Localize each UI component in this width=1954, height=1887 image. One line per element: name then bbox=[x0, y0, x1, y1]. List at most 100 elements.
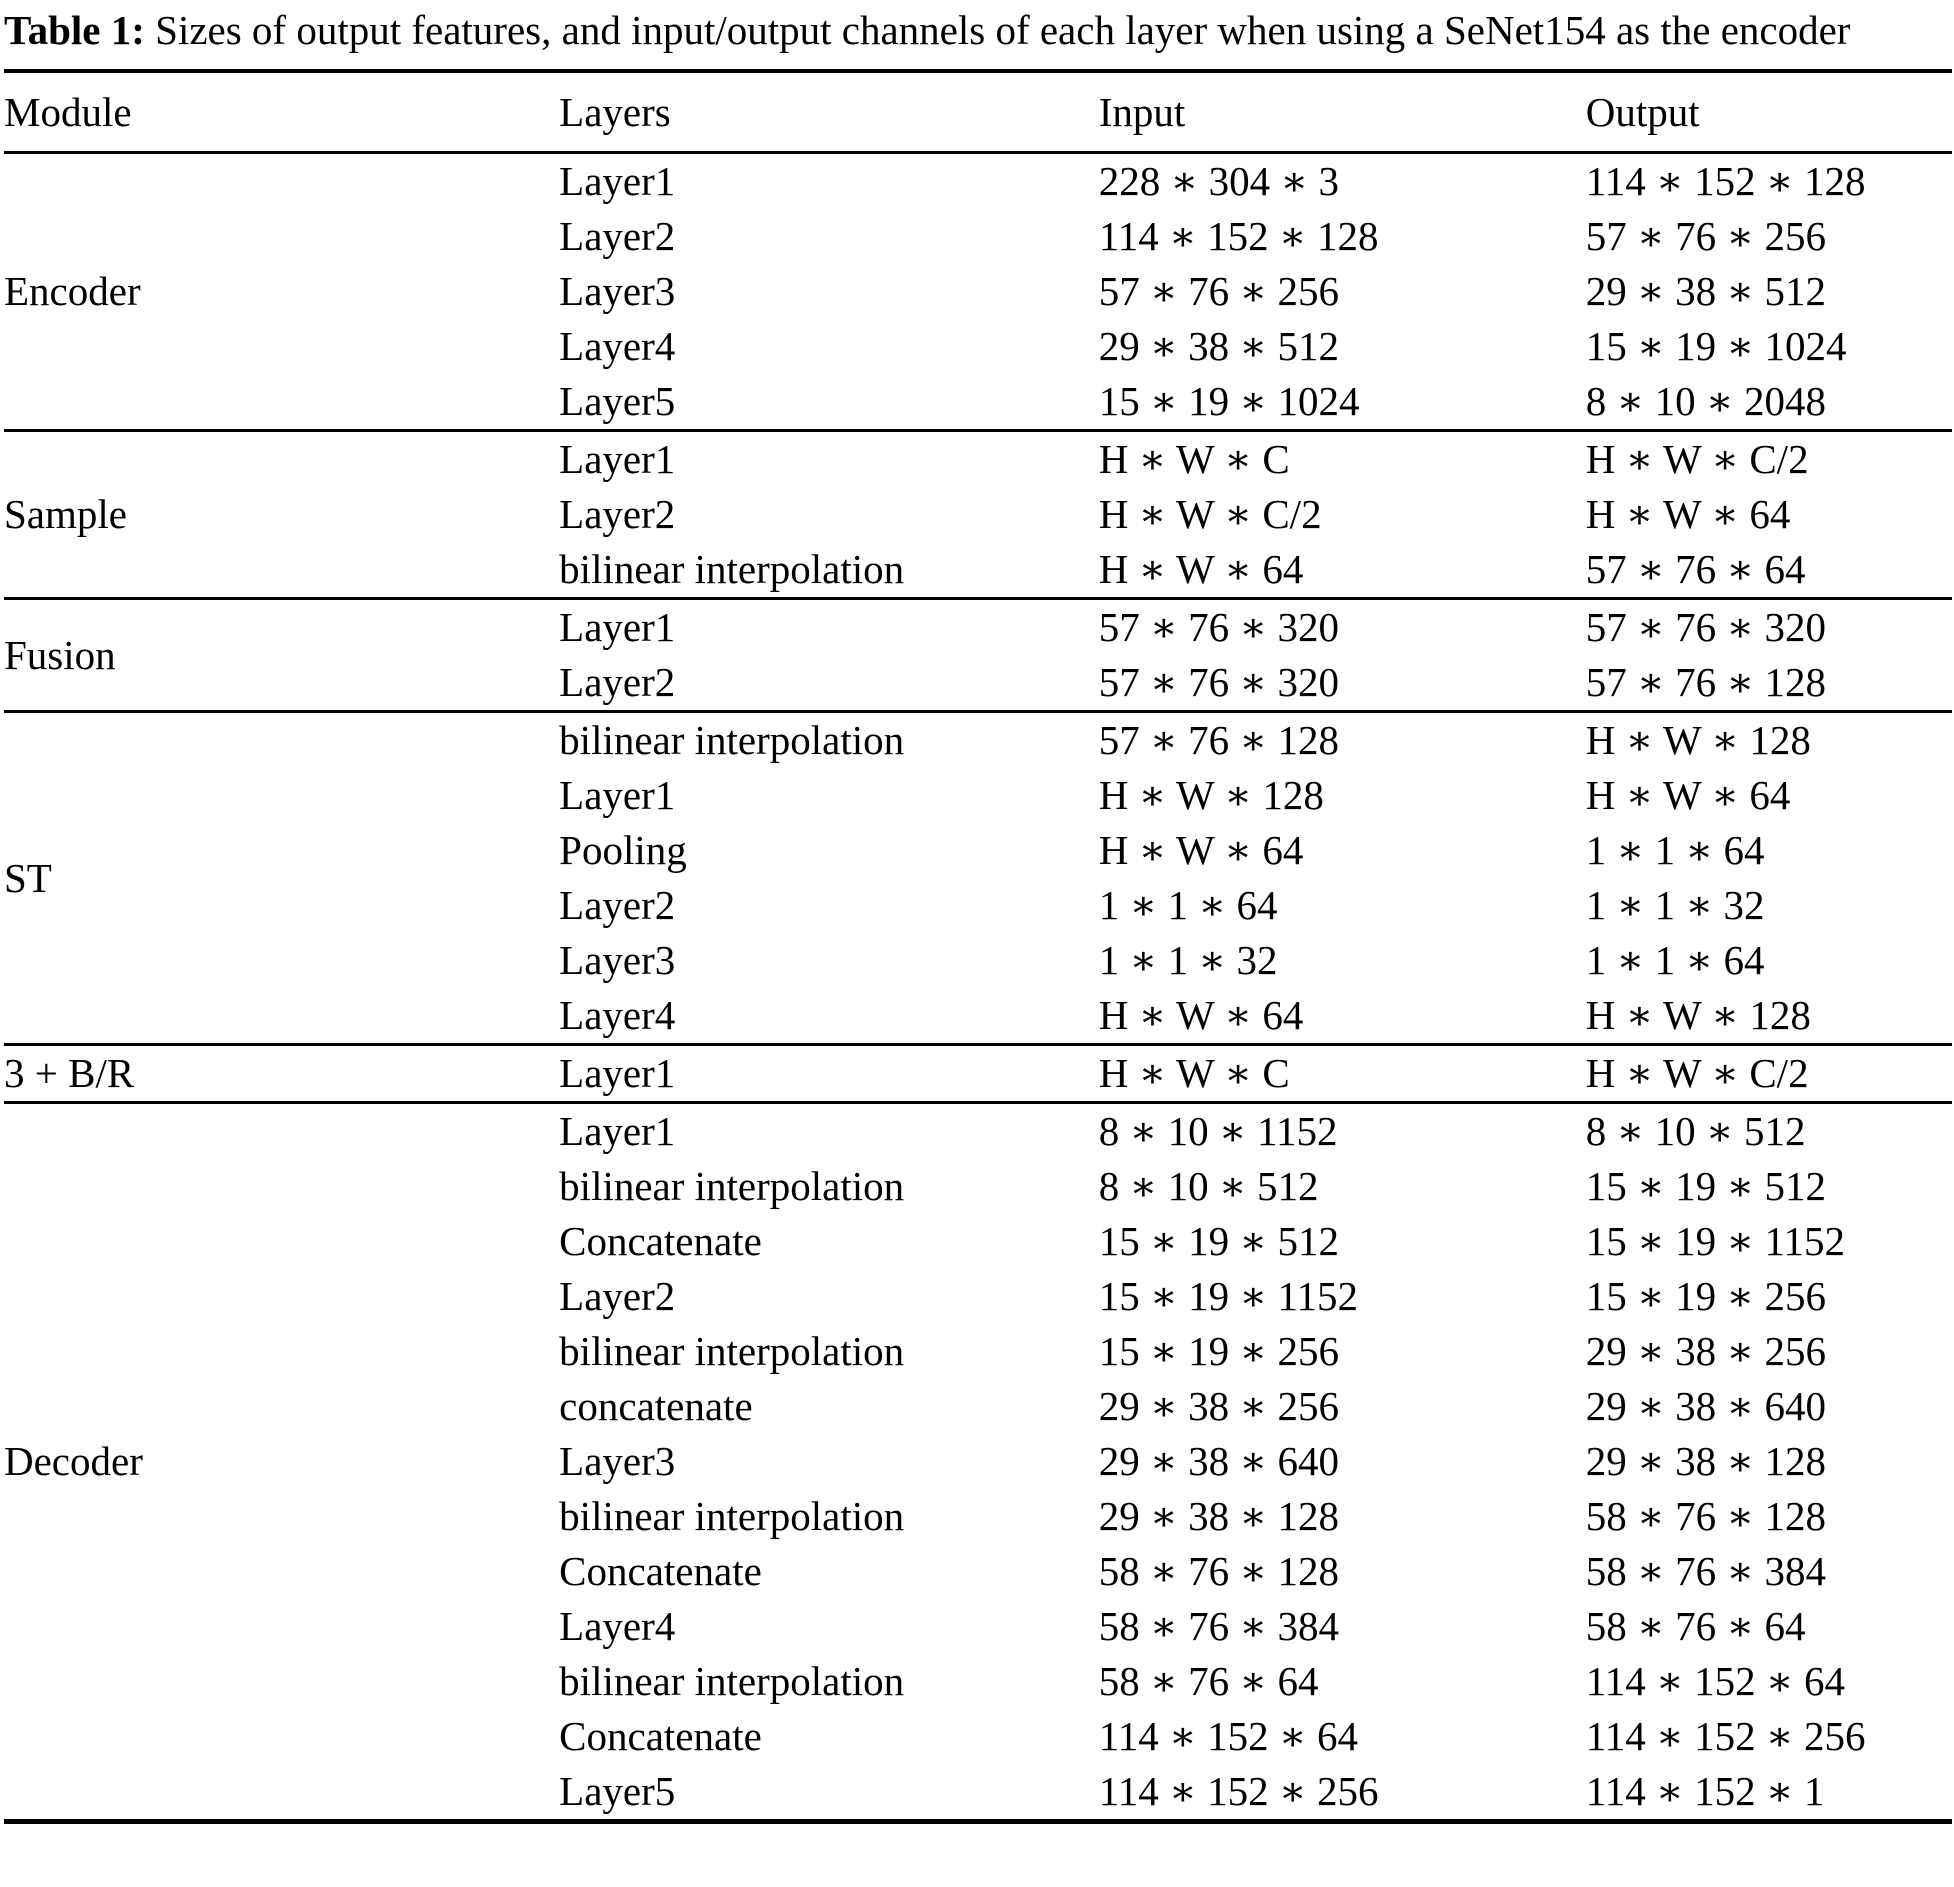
input-cell: 57 ∗ 76 ∗ 320 bbox=[1098, 659, 1339, 705]
table-row: Decoder Layer1 8 ∗ 10 ∗ 1152 8 ∗ 10 ∗ 512 bbox=[4, 1101, 1952, 1822]
input-cell: H ∗ W ∗ C/2 bbox=[1098, 491, 1322, 537]
layer-cell: Layer3 bbox=[559, 268, 676, 314]
layer-cell: Layer4 bbox=[559, 323, 676, 369]
input-cell: 29 ∗ 38 ∗ 256 bbox=[1098, 1383, 1339, 1429]
input-cell: 57 ∗ 76 ∗ 256 bbox=[1098, 268, 1339, 314]
module-cell: 3 + B/R bbox=[4, 1043, 560, 1103]
output-cell: 29 ∗ 38 ∗ 640 bbox=[1585, 1383, 1826, 1429]
input-cell: H ∗ W ∗ 64 bbox=[1098, 827, 1304, 873]
table-row: Pooling H ∗ W ∗ 64 1 ∗ 1 ∗ 64 bbox=[4, 823, 1952, 878]
layer-cell: Layer3 bbox=[559, 1438, 676, 1484]
output-cell: H ∗ W ∗ 64 bbox=[1585, 772, 1791, 818]
output-cell: 58 ∗ 76 ∗ 384 bbox=[1585, 1548, 1826, 1594]
col-header-output: Output bbox=[1585, 71, 1952, 154]
table-row: Layer2 57 ∗ 76 ∗ 320 57 ∗ 76 ∗ 128 bbox=[4, 655, 1952, 712]
output-cell: H ∗ W ∗ 128 bbox=[1585, 710, 1952, 768]
output-cell: 1 ∗ 1 ∗ 32 bbox=[1585, 882, 1765, 928]
output-cell: 1 ∗ 1 ∗ 64 bbox=[1585, 937, 1765, 983]
input-cell: H ∗ W ∗ 128 bbox=[1098, 772, 1324, 818]
layer-cell: Layer2 bbox=[559, 1273, 676, 1319]
output-cell: 29 ∗ 38 ∗ 256 bbox=[1585, 1328, 1826, 1374]
module-cell: Decoder bbox=[4, 1101, 560, 1822]
table-row: Layer2 H ∗ W ∗ C/2 H ∗ W ∗ 64 bbox=[4, 487, 1952, 542]
layer-cell: Layer1 bbox=[559, 772, 676, 818]
table-row: Layer3 29 ∗ 38 ∗ 640 29 ∗ 38 ∗ 128 bbox=[4, 1434, 1952, 1489]
output-cell: H ∗ W ∗ 128 bbox=[1585, 992, 1811, 1038]
table-row: ST bilinear interpolation 57 ∗ 76 ∗ 128 H ∗… bbox=[4, 710, 1952, 1045]
input-cell: 228 ∗ 304 ∗ 3 bbox=[1098, 151, 1586, 209]
input-cell: 114 ∗ 152 ∗ 64 bbox=[1098, 1713, 1358, 1759]
output-cell: 114 ∗ 152 ∗ 1 bbox=[1585, 1768, 1825, 1814]
caption-label: Table 1: bbox=[4, 7, 145, 53]
layer-cell: bilinear interpolation bbox=[559, 1328, 905, 1374]
module-cell: Encoder bbox=[4, 151, 560, 431]
output-cell: H ∗ W ∗ 64 bbox=[1585, 491, 1791, 537]
table-row: Layer4 29 ∗ 38 ∗ 512 15 ∗ 19 ∗ 1024 bbox=[4, 319, 1952, 374]
output-cell: 29 ∗ 38 ∗ 512 bbox=[1585, 268, 1826, 314]
input-cell: 57 ∗ 76 ∗ 320 bbox=[1098, 597, 1586, 655]
col-header-layers: Layers bbox=[559, 71, 1099, 154]
output-cell: 114 ∗ 152 ∗ 64 bbox=[1585, 1658, 1845, 1704]
output-cell: H ∗ W ∗ C/2 bbox=[1585, 429, 1952, 487]
output-cell: 114 ∗ 152 ∗ 128 bbox=[1585, 151, 1952, 209]
table-row: Layer5 15 ∗ 19 ∗ 1024 8 ∗ 10 ∗ 2048 bbox=[4, 374, 1952, 431]
input-cell: 15 ∗ 19 ∗ 1152 bbox=[1098, 1273, 1358, 1319]
output-cell: 57 ∗ 76 ∗ 128 bbox=[1585, 659, 1826, 705]
output-cell: 8 ∗ 10 ∗ 2048 bbox=[1585, 378, 1826, 424]
layer-cell: Layer1 bbox=[559, 429, 1099, 487]
layer-cell: Concatenate bbox=[559, 1548, 762, 1594]
layer-cell: bilinear interpolation bbox=[559, 1493, 905, 1539]
module-cell: ST bbox=[4, 710, 560, 1045]
input-cell: 8 ∗ 10 ∗ 512 bbox=[1098, 1163, 1319, 1209]
layer-cell: Layer4 bbox=[559, 992, 676, 1038]
table-row: Concatenate 15 ∗ 19 ∗ 512 15 ∗ 19 ∗ 1152 bbox=[4, 1214, 1952, 1269]
layer-cell: Layer1 bbox=[559, 151, 1099, 209]
layer-cell: Concatenate bbox=[559, 1218, 762, 1264]
col-header-module: Module bbox=[4, 71, 560, 154]
layer-cell: Layer4 bbox=[559, 1603, 676, 1649]
input-cell: 15 ∗ 19 ∗ 512 bbox=[1098, 1218, 1339, 1264]
table-row: Concatenate 114 ∗ 152 ∗ 64 114 ∗ 152 ∗ 256 bbox=[4, 1709, 1952, 1764]
input-cell: 29 ∗ 38 ∗ 640 bbox=[1098, 1438, 1339, 1484]
output-cell: 8 ∗ 10 ∗ 512 bbox=[1585, 1101, 1952, 1159]
layer-cell: bilinear interpolation bbox=[559, 1163, 905, 1209]
table-row: Layer2 1 ∗ 1 ∗ 64 1 ∗ 1 ∗ 32 bbox=[4, 878, 1952, 933]
table-row: Fusion Layer1 57 ∗ 76 ∗ 320 57 ∗ 76 ∗ 320 bbox=[4, 597, 1952, 712]
output-cell: 58 ∗ 76 ∗ 64 bbox=[1585, 1603, 1806, 1649]
input-cell: 58 ∗ 76 ∗ 384 bbox=[1098, 1603, 1339, 1649]
input-cell: 58 ∗ 76 ∗ 128 bbox=[1098, 1548, 1339, 1594]
input-cell: H ∗ W ∗ 64 bbox=[1098, 546, 1304, 592]
header-row: Module Layers Input Output bbox=[4, 71, 1952, 154]
layer-cell: Layer1 bbox=[559, 1043, 1099, 1103]
output-cell: 57 ∗ 76 ∗ 256 bbox=[1585, 213, 1826, 259]
output-cell: 114 ∗ 152 ∗ 256 bbox=[1585, 1713, 1866, 1759]
input-cell: 29 ∗ 38 ∗ 512 bbox=[1098, 323, 1339, 369]
output-cell: 15 ∗ 19 ∗ 512 bbox=[1585, 1163, 1826, 1209]
output-cell: 15 ∗ 19 ∗ 1024 bbox=[1585, 323, 1847, 369]
layer-cell: Layer5 bbox=[559, 1768, 676, 1814]
output-cell: 57 ∗ 76 ∗ 320 bbox=[1585, 597, 1952, 655]
layer-cell: bilinear interpolation bbox=[559, 1658, 905, 1704]
table-row: Layer3 1 ∗ 1 ∗ 32 1 ∗ 1 ∗ 64 bbox=[4, 933, 1952, 988]
layer-cell: Layer2 bbox=[559, 491, 676, 537]
input-cell: 57 ∗ 76 ∗ 128 bbox=[1098, 710, 1586, 768]
table-row: Layer2 114 ∗ 152 ∗ 128 57 ∗ 76 ∗ 256 bbox=[4, 209, 1952, 264]
table-row: bilinear interpolation H ∗ W ∗ 64 57 ∗ 76 … bbox=[4, 542, 1952, 599]
caption-text: Sizes of output features, and input/outp… bbox=[155, 7, 1851, 53]
table-row: bilinear interpolation 29 ∗ 38 ∗ 128 58 ∗ … bbox=[4, 1489, 1952, 1544]
module-cell: Fusion bbox=[4, 597, 560, 712]
table-row: Concatenate 58 ∗ 76 ∗ 128 58 ∗ 76 ∗ 384 bbox=[4, 1544, 1952, 1599]
table-row: Layer4 H ∗ W ∗ 64 H ∗ W ∗ 128 bbox=[4, 988, 1952, 1045]
output-cell: 15 ∗ 19 ∗ 1152 bbox=[1585, 1218, 1845, 1264]
table-row: Layer1 H ∗ W ∗ 128 H ∗ W ∗ 64 bbox=[4, 768, 1952, 823]
input-cell: 114 ∗ 152 ∗ 256 bbox=[1098, 1768, 1379, 1814]
layer-cell: Layer5 bbox=[559, 378, 676, 424]
table-row: Layer5 114 ∗ 152 ∗ 256 114 ∗ 152 ∗ 1 bbox=[4, 1764, 1952, 1822]
layer-cell: Layer2 bbox=[559, 659, 676, 705]
table-body: Encoder Layer1 228 ∗ 304 ∗ 3 114 ∗ 152 ∗ 12… bbox=[4, 151, 1952, 1822]
layer-cell: Layer1 bbox=[559, 1101, 1099, 1159]
output-cell: H ∗ W ∗ C/2 bbox=[1585, 1043, 1952, 1103]
table-row: bilinear interpolation 8 ∗ 10 ∗ 512 15 ∗ 1… bbox=[4, 1159, 1952, 1214]
